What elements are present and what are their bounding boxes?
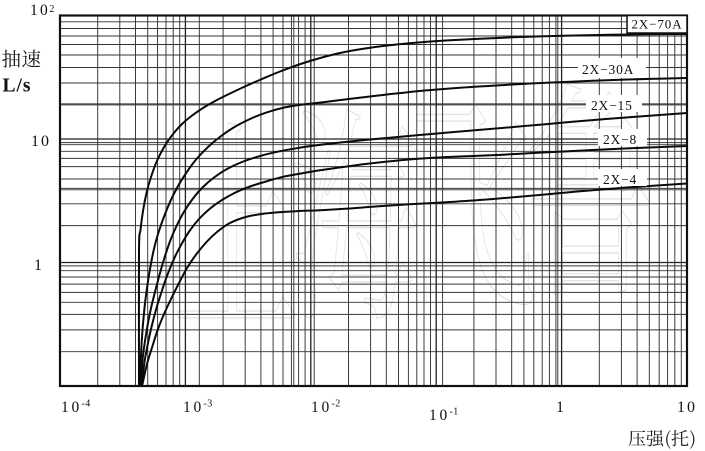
svg-text:10: 10 <box>183 399 204 416</box>
svg-text:2X−30A: 2X−30A <box>582 62 634 77</box>
svg-text:-2: -2 <box>331 399 340 410</box>
svg-text:-4: -4 <box>81 399 90 410</box>
svg-text:2X−15: 2X−15 <box>591 98 633 113</box>
svg-text:-3: -3 <box>203 399 212 410</box>
svg-text:-1: -1 <box>449 407 458 418</box>
svg-text:10: 10 <box>311 399 332 416</box>
svg-text:2X−4: 2X−4 <box>603 172 637 187</box>
svg-text:1: 1 <box>556 399 564 416</box>
svg-text:2X−70A: 2X−70A <box>631 17 682 32</box>
svg-text:10: 10 <box>61 399 82 416</box>
svg-text:L/s: L/s <box>3 76 32 97</box>
svg-text:2: 2 <box>49 4 55 15</box>
svg-text:10: 10 <box>429 407 450 424</box>
svg-text:1: 1 <box>34 257 42 274</box>
svg-text:10: 10 <box>677 399 697 416</box>
svg-text:10: 10 <box>31 133 51 150</box>
svg-text:10: 10 <box>30 2 50 19</box>
svg-text:2X−8: 2X−8 <box>603 132 637 147</box>
